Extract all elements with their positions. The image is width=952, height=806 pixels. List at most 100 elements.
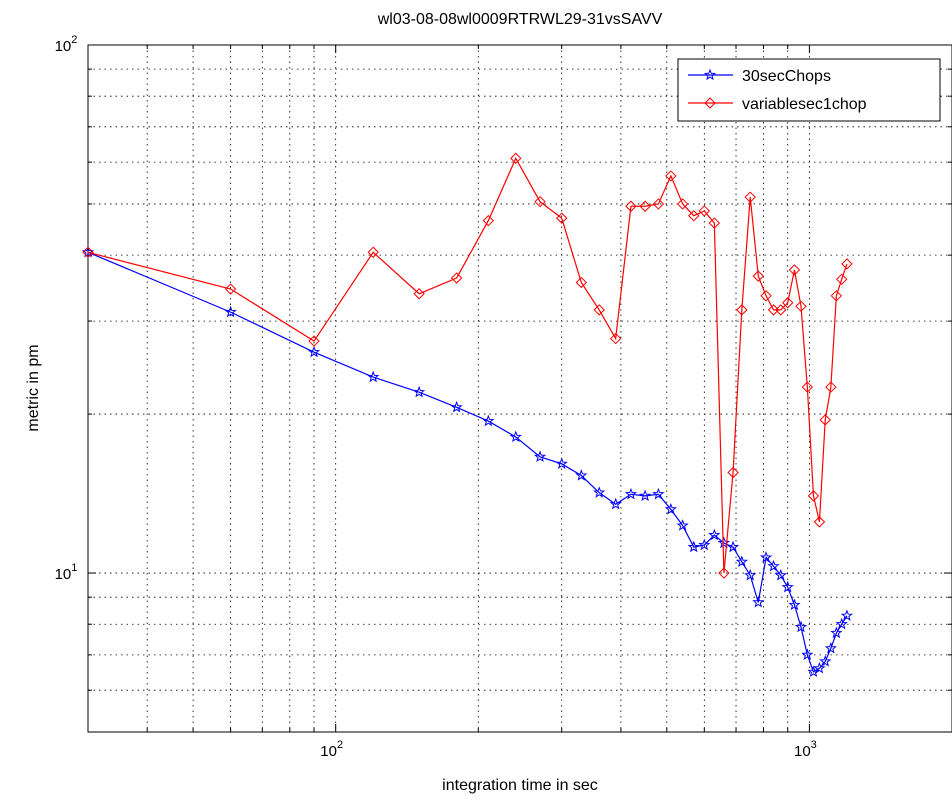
data-point xyxy=(788,598,801,611)
data-point xyxy=(727,466,739,479)
series-line xyxy=(87,157,848,574)
data-point xyxy=(639,200,651,212)
data-point xyxy=(624,487,638,500)
data-point xyxy=(794,620,808,633)
data-point xyxy=(609,497,622,510)
data-point xyxy=(698,538,711,551)
data-point xyxy=(82,246,94,258)
legend-label: 30secChops xyxy=(742,68,831,85)
data-point xyxy=(782,297,794,309)
data-point xyxy=(735,555,748,568)
data-point xyxy=(767,559,780,572)
legend-marker xyxy=(703,68,717,81)
data-point xyxy=(781,580,794,593)
data-point xyxy=(819,414,831,426)
data-point xyxy=(726,540,740,553)
legend-box xyxy=(677,58,941,122)
data-point xyxy=(759,551,773,563)
data-point xyxy=(625,200,637,212)
data-point xyxy=(367,370,380,383)
x-tick-label: 103 xyxy=(794,739,817,760)
data-point xyxy=(593,304,605,316)
data-point xyxy=(224,283,237,295)
data-point xyxy=(307,345,321,358)
data-point xyxy=(687,540,700,553)
series-line xyxy=(87,251,848,673)
data-point xyxy=(830,290,843,302)
y-tick-label: 102 xyxy=(55,34,78,55)
data-point xyxy=(676,519,689,531)
data-point xyxy=(609,332,622,345)
series-30secChops xyxy=(81,245,854,678)
data-point xyxy=(533,450,547,463)
data-point xyxy=(788,264,801,276)
data-point xyxy=(718,567,730,579)
data-point xyxy=(801,648,814,661)
data-point xyxy=(575,469,588,481)
data-point xyxy=(482,414,495,427)
data-point xyxy=(652,487,665,500)
data-point xyxy=(775,304,787,316)
data-point xyxy=(840,609,854,621)
series-lines xyxy=(81,152,854,678)
data-point xyxy=(555,457,568,470)
axis-ticks xyxy=(87,44,952,733)
data-point xyxy=(412,385,426,398)
legend-marker xyxy=(704,97,716,109)
data-point xyxy=(665,170,677,182)
series-variablesec1chop xyxy=(82,152,853,579)
data-point xyxy=(698,205,711,217)
data-point xyxy=(825,381,837,393)
chart-title: wl03-08-08wl0009RTRWL29-31vsSAVV xyxy=(377,11,663,28)
data-point xyxy=(556,212,568,224)
data-point xyxy=(841,258,853,270)
data-point xyxy=(450,400,463,413)
data-point xyxy=(367,246,379,258)
data-point xyxy=(510,152,522,165)
data-point xyxy=(736,304,748,316)
data-point xyxy=(795,300,807,313)
data-point xyxy=(708,217,721,229)
data-point xyxy=(413,288,425,300)
data-point xyxy=(819,655,832,667)
data-point xyxy=(676,198,689,210)
data-point xyxy=(835,273,848,285)
data-point xyxy=(801,381,814,393)
data-point xyxy=(575,276,588,289)
data-point xyxy=(752,270,764,282)
data-point xyxy=(835,617,848,630)
data-point xyxy=(717,536,731,549)
data-point xyxy=(774,568,787,581)
data-point xyxy=(824,641,837,654)
data-point xyxy=(807,490,820,502)
data-point xyxy=(744,568,757,581)
y-tick-label: 101 xyxy=(55,562,78,583)
y-axis-label: metric in pm xyxy=(25,344,42,431)
data-point xyxy=(224,305,237,318)
data-point xyxy=(813,516,826,528)
legend: 30secChops variablesec1chop xyxy=(677,58,941,122)
data-point xyxy=(509,430,522,443)
data-point xyxy=(708,528,721,541)
data-point xyxy=(830,626,843,639)
data-point xyxy=(744,191,756,203)
data-point xyxy=(688,210,700,222)
tick-labels: 102 103 101 102 xyxy=(55,34,817,760)
data-point xyxy=(639,489,652,502)
data-point xyxy=(482,214,495,227)
data-point xyxy=(664,502,677,515)
data-point xyxy=(308,335,320,347)
data-point xyxy=(450,272,463,284)
data-point xyxy=(813,661,826,674)
legend-label: variablesec1chop xyxy=(742,96,867,113)
plot-frame xyxy=(87,44,952,733)
data-point xyxy=(593,486,606,498)
data-point xyxy=(760,290,772,302)
data-point xyxy=(534,195,546,208)
data-point xyxy=(752,595,765,608)
x-tick-label: 102 xyxy=(320,739,343,760)
data-point xyxy=(652,198,665,210)
x-axis-label: integration time in sec xyxy=(442,777,598,794)
